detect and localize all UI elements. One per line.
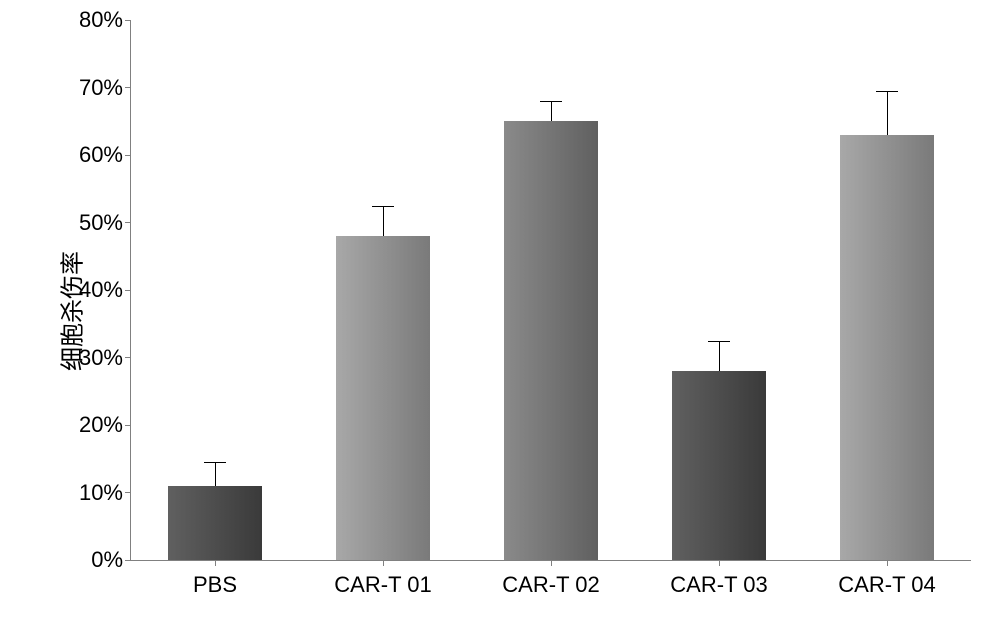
bar-chart: 细胞杀伤率 0%10%20%30%40%50%60%70%80%PBSCAR-T… [0,0,1000,621]
y-tick-label: 20% [79,412,131,438]
y-tick-label: 40% [79,277,131,303]
x-tick-label: CAR-T 04 [838,560,935,598]
bar [168,486,262,560]
y-tick-label: 80% [79,7,131,33]
y-tick-label: 70% [79,75,131,101]
bar-fill [840,135,934,560]
bar-fill [504,121,598,560]
y-tick-label: 30% [79,345,131,371]
x-tick-label: CAR-T 03 [670,560,767,598]
error-cap [204,462,226,463]
y-tick-label: 60% [79,142,131,168]
error-bar [383,206,384,236]
x-tick-label: CAR-T 01 [334,560,431,598]
bar-fill [672,371,766,560]
x-tick-label: PBS [193,560,237,598]
error-bar [215,462,216,486]
bar-fill [336,236,430,560]
error-cap [708,341,730,342]
y-tick-label: 50% [79,210,131,236]
bar [672,371,766,560]
bars [131,20,971,560]
bar [336,236,430,560]
bar [840,135,934,560]
plot-area: 0%10%20%30%40%50%60%70%80%PBSCAR-T 01CAR… [130,20,971,561]
error-bar [719,341,720,371]
x-tick-label: CAR-T 02 [502,560,599,598]
error-cap [372,206,394,207]
error-cap [876,91,898,92]
y-tick-label: 0% [91,547,131,573]
error-bar [551,101,552,121]
bar [504,121,598,560]
bar-fill [168,486,262,560]
error-bar [887,91,888,135]
y-tick-label: 10% [79,480,131,506]
error-cap [540,101,562,102]
